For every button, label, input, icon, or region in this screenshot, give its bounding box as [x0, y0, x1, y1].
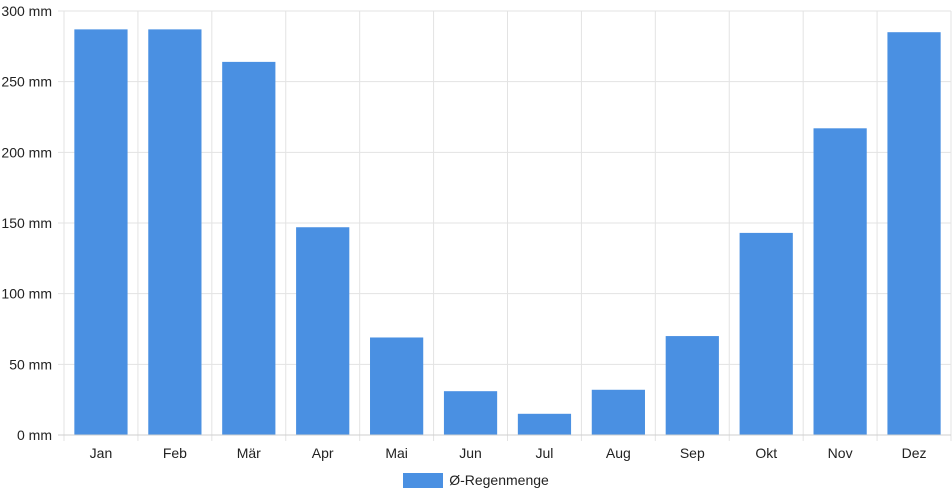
- y-tick-label: 100 mm: [1, 286, 52, 302]
- x-tick-label: Mär: [237, 445, 261, 461]
- bar-mär: [222, 61, 276, 435]
- bar-jul: [517, 413, 572, 435]
- bar-mai: [370, 337, 424, 435]
- bar-dez: [887, 32, 941, 435]
- legend-swatch: [403, 472, 444, 488]
- y-tick-label: 150 mm: [1, 215, 52, 231]
- x-tick-label: Aug: [606, 445, 631, 461]
- x-tick-label: Nov: [828, 445, 853, 461]
- y-tick-label: 200 mm: [1, 144, 52, 160]
- x-tick-label: Apr: [312, 445, 334, 461]
- chart-canvas: 0 mm 50 mm 100 mm 150 mm 200 mm 250 mm 300 mm J…: [1, 3, 952, 461]
- x-tick-label: Jan: [90, 445, 113, 461]
- bar-okt: [739, 232, 793, 435]
- bar-jan: [74, 29, 128, 436]
- y-tick-label: 250 mm: [1, 74, 52, 90]
- y-tick-label: 50 mm: [9, 356, 52, 372]
- x-tick-label: Okt: [755, 445, 777, 461]
- x-tick-label: Jul: [536, 445, 554, 461]
- x-tick-label: Feb: [163, 445, 187, 461]
- x-tick-label: Mai: [385, 445, 408, 461]
- legend-label: Ø-Regenmenge: [449, 472, 549, 488]
- bar-jun: [443, 391, 498, 435]
- y-tick-label: 300 mm: [1, 3, 52, 19]
- bar-apr: [296, 227, 350, 435]
- x-tick-label: Jun: [459, 445, 482, 461]
- bar-sep: [665, 336, 719, 435]
- legend: Ø-Regenmenge: [0, 472, 952, 488]
- bar-aug: [591, 389, 645, 435]
- bar-feb: [148, 29, 202, 436]
- x-tick-label: Dez: [902, 445, 927, 461]
- y-tick-label: 0 mm: [17, 427, 52, 443]
- x-tick-label: Sep: [680, 445, 705, 461]
- bar-nov: [813, 128, 867, 435]
